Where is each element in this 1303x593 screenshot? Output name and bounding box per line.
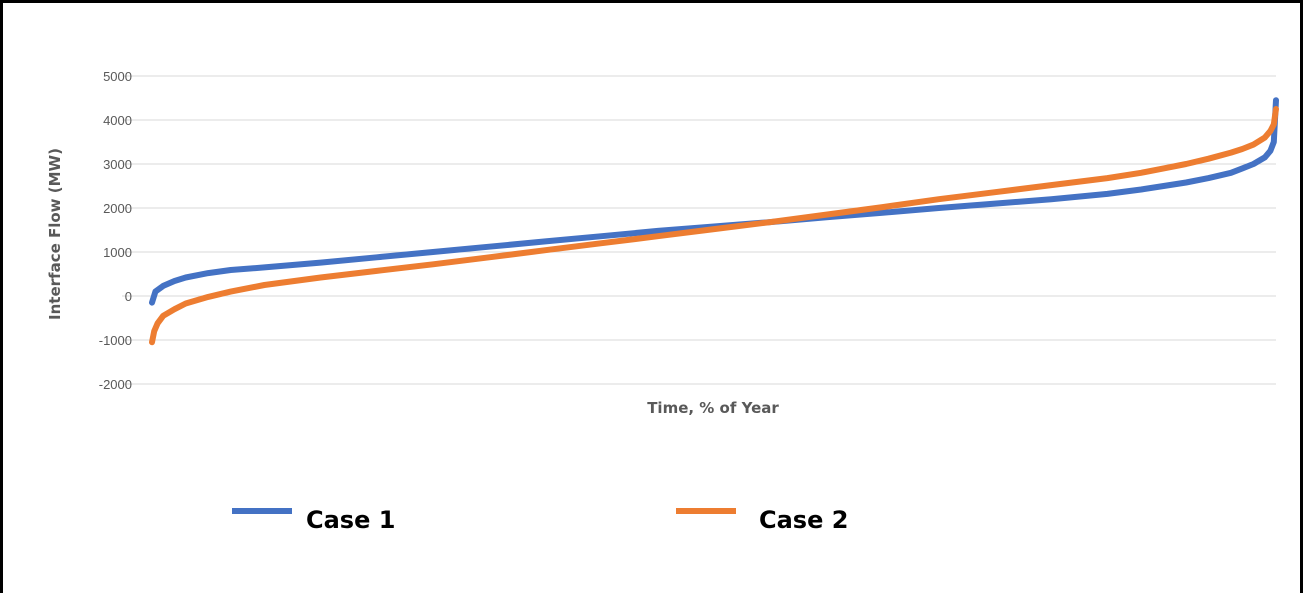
x-axis-title: Time, % of Year bbox=[647, 399, 779, 417]
legend-label-case-2: Case 2 bbox=[759, 506, 848, 534]
y-tick-label: 3000 bbox=[103, 157, 132, 172]
series-lines bbox=[149, 97, 1279, 346]
series-line-case-1 bbox=[149, 97, 1279, 306]
y-axis-ticks: -2000 -1000 0 1000 2000 3000 4000 5000 bbox=[99, 69, 132, 392]
y-axis-title: Interface Flow (MW) bbox=[46, 148, 64, 320]
y-tick-label: 5000 bbox=[103, 69, 132, 84]
gridlines bbox=[122, 75, 1276, 385]
y-tick-label: 4000 bbox=[103, 113, 132, 128]
y-tick-label: 2000 bbox=[103, 201, 132, 216]
legend-label-case-1: Case 1 bbox=[306, 506, 395, 534]
y-tick-label: -1000 bbox=[99, 333, 132, 348]
y-tick-label: 0 bbox=[125, 289, 132, 304]
y-tick-label: 1000 bbox=[103, 245, 132, 260]
series-line-case-2 bbox=[149, 106, 1279, 346]
y-tick-label: -2000 bbox=[99, 377, 132, 392]
legend: Case 1 Case 2 bbox=[232, 506, 848, 534]
